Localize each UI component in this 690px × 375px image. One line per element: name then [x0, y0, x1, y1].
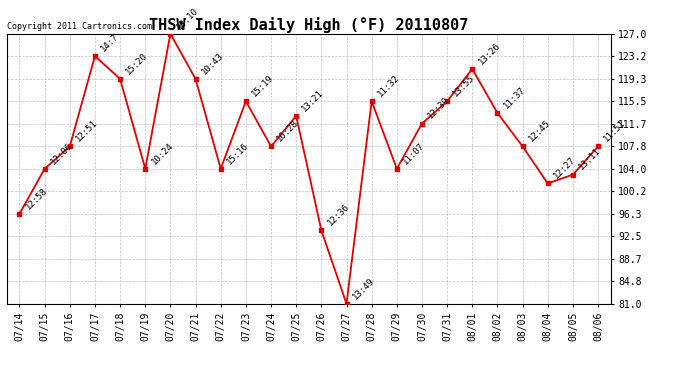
- Text: 15:16: 15:16: [225, 141, 250, 166]
- Title: THSW Index Daily High (°F) 20110807: THSW Index Daily High (°F) 20110807: [149, 16, 469, 33]
- Text: 11:07: 11:07: [401, 141, 426, 166]
- Text: 15:19: 15:19: [250, 73, 275, 99]
- Text: 13:55: 13:55: [451, 73, 477, 99]
- Text: 12:06: 12:06: [49, 141, 74, 166]
- Text: 12:51: 12:51: [74, 118, 99, 144]
- Text: 11:32: 11:32: [376, 73, 401, 99]
- Text: 12:45: 12:45: [526, 118, 552, 144]
- Text: 11:37: 11:37: [502, 85, 527, 110]
- Text: 12:36: 12:36: [326, 202, 351, 228]
- Text: 13:26: 13:26: [477, 41, 502, 66]
- Text: 13:49: 13:49: [351, 276, 376, 301]
- Text: 13:11: 13:11: [577, 147, 602, 172]
- Text: 10:28: 10:28: [275, 118, 301, 144]
- Text: 11:51: 11:51: [602, 118, 628, 144]
- Text: 13:21: 13:21: [300, 88, 326, 113]
- Text: Copyright 2011 Cartronics.com: Copyright 2011 Cartronics.com: [7, 22, 152, 31]
- Text: 15:20: 15:20: [124, 51, 150, 76]
- Text: 10:43: 10:43: [199, 51, 225, 76]
- Text: 13:10: 13:10: [175, 6, 200, 31]
- Text: 12:27: 12:27: [552, 155, 578, 181]
- Text: 10:24: 10:24: [150, 141, 175, 166]
- Text: 12:58: 12:58: [23, 186, 49, 211]
- Text: 14:?: 14:?: [99, 32, 121, 53]
- Text: 12:39: 12:39: [426, 95, 451, 121]
